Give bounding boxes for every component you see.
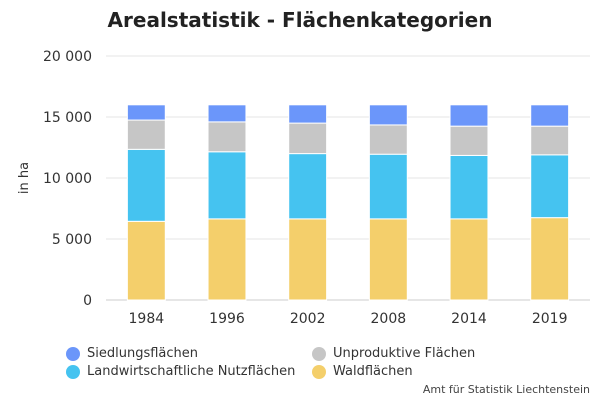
y-axis-ticks: 0 5 000 10 000 15 000 20 000 [43,49,92,309]
legend-item-waldflaechen[interactable]: Waldflächen [312,364,413,379]
bar-segment[interactable] [207,218,247,301]
bar-segment[interactable] [368,218,408,301]
bar-segment[interactable] [530,154,570,219]
legend-label: Unproduktive Flächen [333,346,476,361]
bar-segment[interactable] [449,125,489,156]
legend-dot-icon [312,346,326,361]
bar-segment[interactable] [207,151,247,220]
x-tick-label: 1996 [209,311,245,327]
bar-segment[interactable] [368,104,408,126]
x-tick-label: 2014 [451,311,487,327]
legend-label: Siedlungsflächen [87,346,199,361]
bar-segment[interactable] [449,154,489,220]
x-tick-label: 2008 [371,311,407,327]
bar-segment[interactable] [368,153,408,220]
legend-dot-icon [312,364,326,379]
legend-dot-icon [66,364,80,379]
x-axis-ticks: 1984 1996 2002 2008 2014 2019 [129,311,568,327]
grid [106,55,590,301]
legend: Siedlungsflächen Unproduktive Flächen La… [66,346,506,386]
bar-segment[interactable] [530,217,570,301]
bar-segment[interactable] [288,104,328,124]
bar-segment[interactable] [368,124,408,155]
x-tick-label: 2002 [290,311,326,327]
bar-segment[interactable] [126,119,166,150]
bar-segment[interactable] [449,104,489,127]
bar-segment[interactable] [207,104,247,123]
legend-label: Waldflächen [333,364,413,379]
bar-segment[interactable] [126,148,166,222]
bars [126,104,570,301]
legend-item-unproduktive-flaechen[interactable]: Unproduktive Flächen [312,346,475,361]
bar-segment[interactable] [530,125,570,156]
y-tick-label: 0 [83,293,92,309]
bar-segment[interactable] [207,121,247,153]
legend-item-landwirtschaftliche-nutzflaechen[interactable]: Landwirtschaftliche Nutzflächen [66,364,295,379]
legend-item-siedlungsflaechen[interactable]: Siedlungsflächen [66,346,198,361]
y-tick-label: 10 000 [43,171,92,187]
legend-label: Landwirtschaftliche Nutzflächen [87,364,296,379]
bar-segment[interactable] [288,218,328,301]
x-tick-label: 1984 [129,311,165,327]
legend-dot-icon [66,346,80,361]
bar-segment[interactable] [126,220,166,301]
credits[interactable]: Amt für Statistik Liechtenstein [422,383,590,396]
bar-segment[interactable] [288,122,328,155]
chart-title: Arealstatistik - Flächenkategorien [108,8,493,32]
y-tick-label: 5 000 [52,232,92,248]
y-tick-label: 20 000 [43,49,92,65]
bar-segment[interactable] [449,218,489,301]
x-tick-label: 2019 [532,311,568,327]
y-axis-label: in ha [17,162,32,194]
bar-segment[interactable] [530,104,570,127]
bar-segment[interactable] [126,104,166,121]
bar-segment[interactable] [288,153,328,220]
y-tick-label: 15 000 [43,110,92,126]
